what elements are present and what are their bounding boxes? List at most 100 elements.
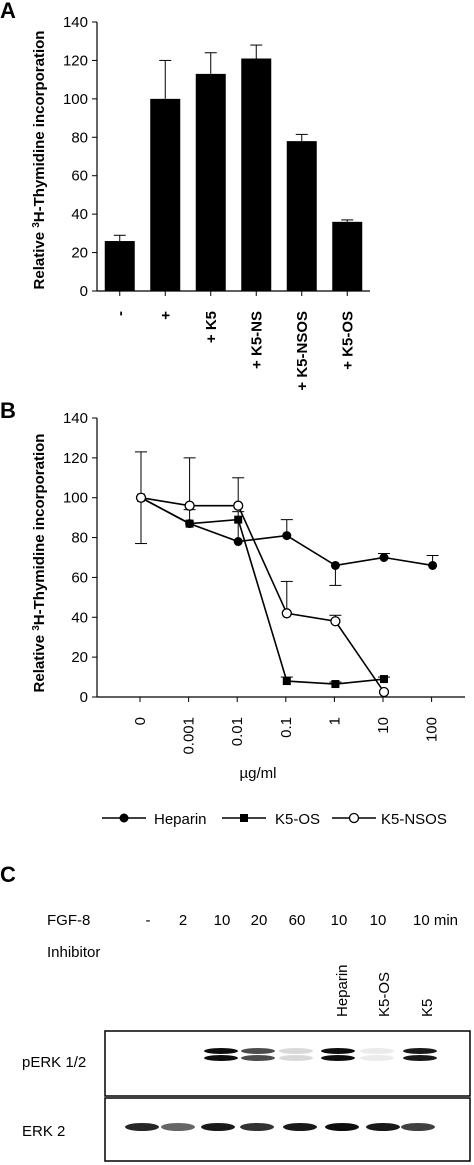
inhibitor-name: Heparin <box>334 964 351 1017</box>
perk-band <box>403 1048 437 1054</box>
b-x-tick-label: 0.001 <box>181 717 198 755</box>
a-x-tick-label: + K5 <box>203 311 220 343</box>
legend-marker <box>119 813 129 823</box>
panel-b-letter: B <box>0 398 16 423</box>
b-x-tick-label: 10 <box>375 717 392 734</box>
b-point <box>282 531 292 541</box>
b-y-tick-label: 20 <box>71 649 88 666</box>
b-y-tick-label: 60 <box>71 569 88 586</box>
erk-row-label: ERK 2 <box>22 1123 65 1140</box>
stimulus-value: 2 <box>179 912 187 929</box>
perk-band <box>360 1048 394 1054</box>
stimulus-value: - <box>146 912 151 929</box>
legend-marker <box>240 814 248 822</box>
panel-c-letter: C <box>0 862 16 887</box>
b-point <box>234 515 243 524</box>
b-point <box>233 500 244 511</box>
panel-b-plot: 0 20 40 60 80 100 120 140 0 0.001 0.01 0.1 1 10 100 <box>63 410 465 755</box>
panel-a-letter: A <box>0 0 16 23</box>
legend-label: Heparin <box>154 811 207 828</box>
erk-band <box>366 1123 400 1131</box>
b-series-line <box>140 496 385 693</box>
b-x-tick-label: 0 <box>132 717 149 725</box>
a-x-tick-label: + K5-NS <box>248 311 265 369</box>
a-y-tick-label: 0 <box>80 283 88 300</box>
perk-band <box>204 1048 238 1054</box>
perk-blot-frame <box>104 1030 471 1097</box>
b-x-tick-label: 1 <box>326 717 343 725</box>
perk-band <box>279 1055 313 1061</box>
b-point <box>378 686 390 698</box>
panel-b-legend: Heparin K5-OS K5-NSOS <box>102 811 447 828</box>
stimulus-value: 10 <box>214 912 231 929</box>
stimulus-value: 10 <box>331 912 348 929</box>
a-y-tick-label: 100 <box>63 91 88 108</box>
b-point <box>135 492 147 503</box>
perk-band <box>403 1055 437 1061</box>
a-bar <box>286 141 317 291</box>
a-y-tick-label: 120 <box>63 52 88 69</box>
b-x-tick-label: 0.1 <box>278 717 295 738</box>
erk-band <box>201 1123 235 1131</box>
stimulus-value: 60 <box>289 912 306 929</box>
stimulus-label: FGF-8 <box>47 912 90 929</box>
b-point <box>379 553 389 562</box>
b-point <box>330 560 340 570</box>
perk-band <box>321 1055 355 1061</box>
a-x-tick-label: + K5-NSOS <box>294 311 311 391</box>
a-bar <box>195 73 226 291</box>
b-x-tick-label: 0.01 <box>229 717 246 746</box>
erk-band <box>401 1123 435 1131</box>
perk-row-label: pERK 1/2 <box>22 1054 86 1071</box>
panel-b-xlabel: µg/ml <box>240 765 277 782</box>
erk-band <box>161 1123 195 1131</box>
perk-band <box>241 1055 275 1061</box>
panel-a-ylabel: Relative 3H-Thymidine incorporation <box>31 31 48 290</box>
panel-b-ylabel: Relative 3H-Thymidine incorporation <box>31 434 48 693</box>
legend-marker <box>348 812 360 824</box>
b-y-tick-label: 0 <box>80 689 88 706</box>
b-point <box>380 675 388 684</box>
perk-bands <box>204 1048 437 1061</box>
b-y-tick-label: 120 <box>63 450 88 467</box>
b-y-tick-label: 140 <box>63 410 88 427</box>
a-y-tick-label: 40 <box>71 206 88 223</box>
erk-band <box>325 1123 359 1131</box>
erk-band <box>283 1123 317 1131</box>
erk-band <box>125 1123 159 1131</box>
perk-band <box>321 1048 355 1054</box>
b-point <box>184 500 195 511</box>
perk-band <box>279 1048 313 1054</box>
erk-bands <box>125 1123 435 1131</box>
a-y-tick-label: 60 <box>71 168 88 185</box>
b-point <box>185 519 194 528</box>
a-bar <box>332 221 363 291</box>
a-bar <box>241 58 272 291</box>
inhibitor-label: Inhibitor <box>47 944 100 961</box>
a-x-tick-label: + K5-OS <box>339 311 356 370</box>
b-y-tick-label: 40 <box>71 609 88 626</box>
b-x-tick-label: 100 <box>424 717 441 742</box>
inhibitor-name: K5 <box>419 999 436 1017</box>
legend-label: K5-NSOS <box>381 811 447 828</box>
a-y-tick-label: 140 <box>63 14 88 31</box>
perk-band <box>241 1048 275 1054</box>
b-point <box>281 608 292 619</box>
a-x-tick-label: - <box>112 311 129 316</box>
b-point <box>233 537 243 547</box>
stimulus-value: 20 <box>251 912 268 929</box>
a-x-tick-label: + <box>157 311 174 320</box>
panel-a-plot: 0 20 40 60 80 100 120 140 - + + K5 + K5-NS + K5-NSOS… <box>63 14 370 391</box>
stimulus-value: 10 <box>370 912 387 929</box>
b-point <box>428 560 438 570</box>
b-y-tick-label: 100 <box>63 490 88 507</box>
lane-labels: - 2 10 20 60 10 10 10 min Heparin K5-OS K5 <box>146 912 459 1017</box>
legend-label: K5-OS <box>275 811 320 828</box>
a-bar <box>150 98 181 291</box>
perk-band <box>204 1055 238 1061</box>
b-point <box>282 677 291 686</box>
a-y-tick-label: 20 <box>71 245 88 262</box>
stimulus-value: 10 min <box>413 912 458 929</box>
b-series-line <box>140 497 385 685</box>
